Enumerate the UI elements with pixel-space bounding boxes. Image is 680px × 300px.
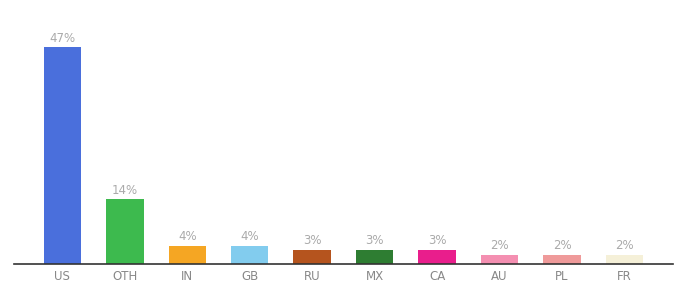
Text: 3%: 3%: [428, 234, 446, 248]
Bar: [169, 246, 206, 264]
Bar: [294, 250, 331, 264]
Text: 14%: 14%: [112, 184, 138, 197]
Text: 4%: 4%: [178, 230, 197, 243]
Bar: [543, 255, 581, 264]
Text: 4%: 4%: [241, 230, 259, 243]
Text: 3%: 3%: [365, 234, 384, 248]
Bar: [44, 47, 81, 264]
Text: 47%: 47%: [49, 32, 75, 44]
Bar: [606, 255, 643, 264]
Text: 2%: 2%: [553, 239, 571, 252]
Text: 2%: 2%: [490, 239, 509, 252]
Bar: [356, 250, 393, 264]
Bar: [418, 250, 456, 264]
Bar: [106, 200, 143, 264]
Text: 3%: 3%: [303, 234, 322, 248]
Bar: [231, 246, 269, 264]
Bar: [481, 255, 518, 264]
Text: 2%: 2%: [615, 239, 634, 252]
